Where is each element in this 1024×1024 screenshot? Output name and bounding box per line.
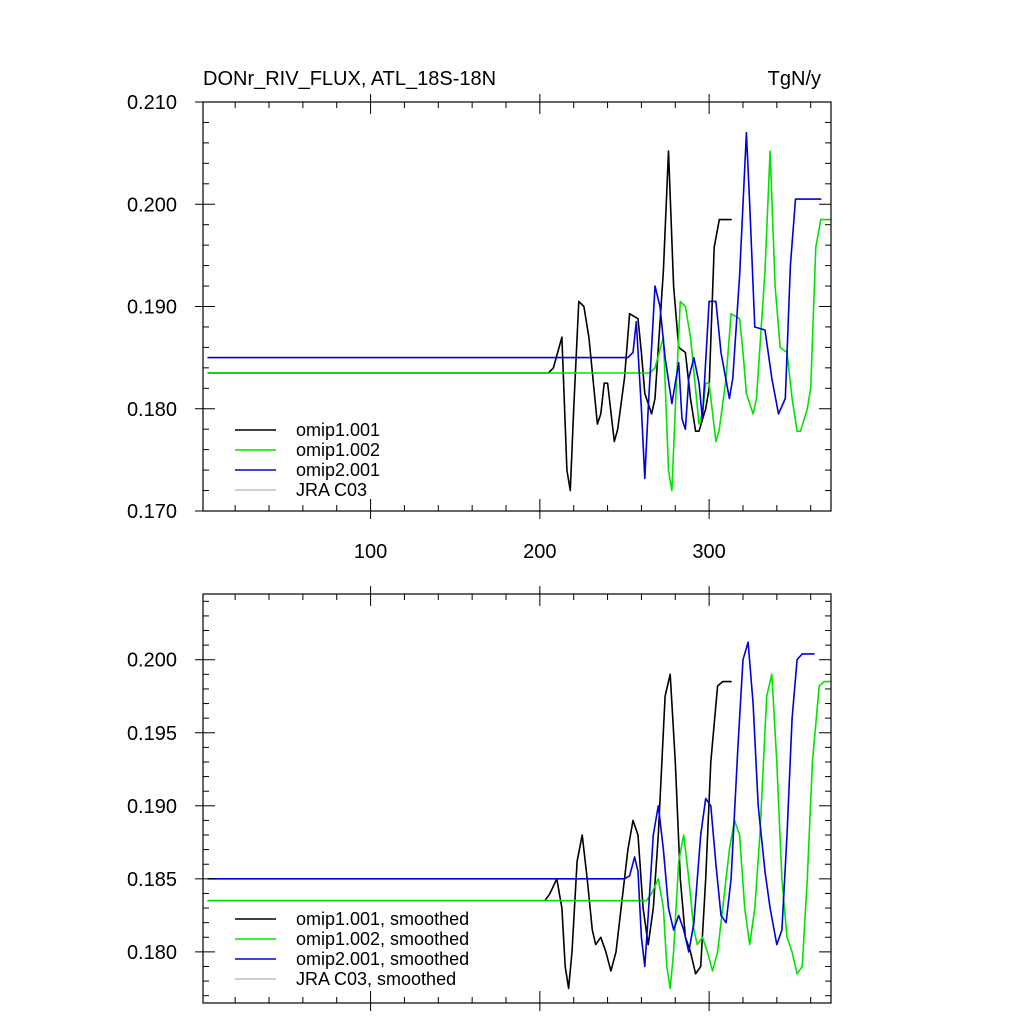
y-tick-label: 0.195 [127,723,177,745]
panels: 0.170 0.180 0.190 0.200 0.210 100 200 300 DONr_R… [127,68,832,1011]
y-tick-label: 0.180 [127,399,177,421]
legend-label-2: omip1.002, smoothed [296,929,469,949]
legend-label-1: omip1.001 [296,420,380,440]
series-line-1 [207,673,732,990]
chart-title: DONr_RIV_FLUX, ATL_18S-18N [203,68,496,90]
y-tick-label: 0.185 [127,869,177,891]
x-tick-label: 300 [692,541,725,563]
legend-label-4: JRA C03 [296,480,367,500]
plot-frame [202,593,832,1004]
series-line-3 [207,131,822,480]
legend-label-1: omip1.001, smoothed [296,909,469,929]
legend-label-2: omip1.002 [296,440,380,460]
y-tick-label: 0.190 [127,297,177,319]
legend-label-4: JRA C03, smoothed [296,969,456,989]
series-line-1 [207,150,732,492]
legend-label-3: omip2.001, smoothed [296,949,469,969]
y-tick-label: 0.190 [127,796,177,818]
x-tick-label: 100 [354,541,387,563]
y-tick-label: 0.180 [127,942,177,964]
series-line-2 [207,673,831,990]
series-line-2 [207,150,831,492]
series-lines [207,131,831,492]
y-tick-label: 0.200 [127,194,177,216]
series-line-3 [207,641,815,968]
x-tick-label: 200 [523,541,556,563]
y-tick-label: 0.210 [127,92,177,114]
y-tick-label: 0.170 [127,501,177,523]
series-lines [207,641,831,990]
chart-panel-2: 0.180 0.185 0.190 0.195 0.200 omip1.001, smoo… [127,586,832,1011]
legend-label-3: omip2.001 [296,460,380,480]
chart-panel-1: 0.170 0.180 0.190 0.200 0.210 100 200 300 DONr_R… [127,68,832,563]
y-tick-label: 0.200 [127,650,177,672]
chart-units: TgN/y [768,68,821,90]
